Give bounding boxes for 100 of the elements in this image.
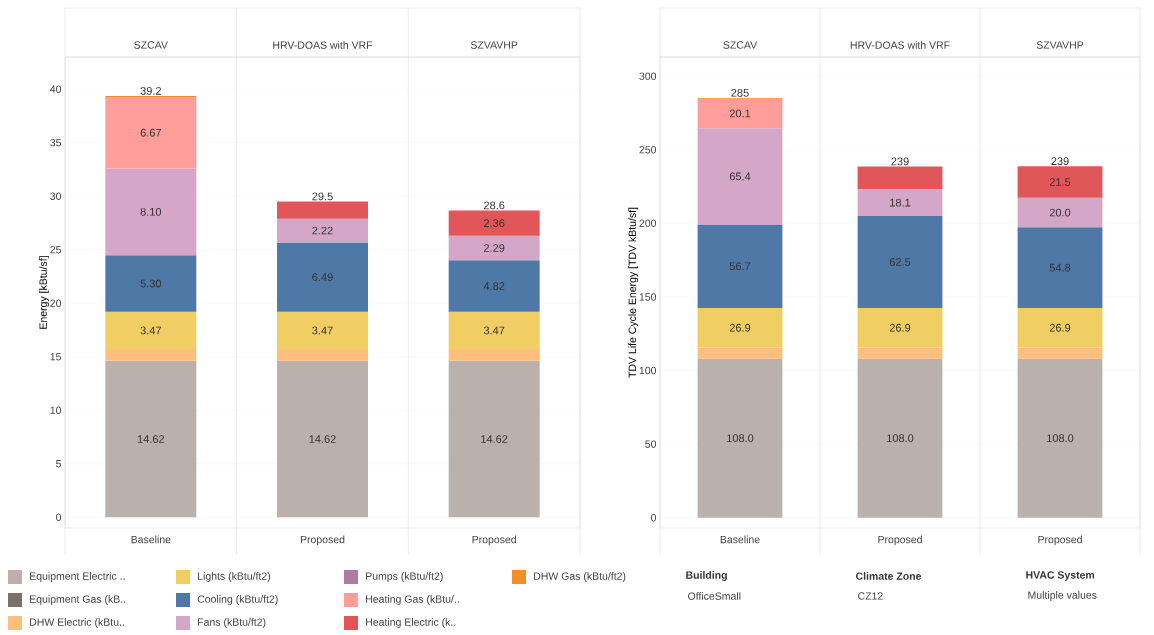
bar	[448, 311, 540, 350]
text: Building	[686, 571, 727, 581]
data-label: 3.47	[312, 326, 333, 335]
y-tick-label: 150	[639, 293, 657, 301]
bar	[697, 307, 783, 348]
data-label: 56.7	[729, 262, 751, 271]
data-label: 2.36	[484, 219, 505, 228]
total-label: 239	[891, 157, 909, 166]
y-tick-label: 20	[50, 299, 62, 307]
data-label: 14.62	[309, 435, 336, 443]
y-axis-title: Energy [kBtu/sf]	[39, 256, 49, 329]
bar	[448, 260, 540, 312]
bar	[105, 168, 197, 256]
bar	[105, 349, 197, 361]
bar	[105, 255, 197, 312]
bar	[697, 224, 783, 308]
y-tick-label: 0	[651, 513, 657, 522]
legend-label: Heating Gas (kBtu/..	[366, 595, 459, 605]
bar	[857, 347, 943, 359]
total-label: 29.5	[312, 192, 333, 201]
text: HVAC System	[1026, 571, 1095, 581]
x-tick-label: Proposed	[300, 535, 345, 546]
text: Climate Zone	[855, 572, 922, 580]
total-label: 39.2	[140, 86, 161, 95]
data-label: 6.67	[140, 128, 161, 137]
legend-label: DHW Electric (kBtu..	[30, 618, 124, 628]
data-label: 4.82	[483, 282, 505, 290]
bar	[857, 215, 943, 308]
bar	[448, 360, 540, 518]
data-label: 108.0	[727, 434, 754, 443]
bar	[105, 311, 197, 350]
bar	[448, 235, 540, 261]
data-label: 6.49	[312, 273, 333, 282]
legend-label: Equipment Gas (kB..	[30, 595, 126, 605]
bar	[277, 242, 368, 312]
bar	[105, 97, 197, 169]
x-tick-label: Proposed	[472, 535, 516, 546]
data-label: 54.8	[1049, 263, 1071, 272]
x-tick-label: Baseline	[131, 535, 171, 544]
y-tick-label: 10	[50, 406, 62, 414]
data-label: 20.0	[1049, 208, 1071, 217]
data-label: 20.1	[729, 109, 751, 118]
text: SZVAVHP	[1036, 41, 1084, 49]
total-label: 285	[731, 88, 749, 97]
data-label: 62.5	[889, 258, 911, 266]
x-tick-label: Proposed	[878, 535, 922, 546]
total-label: 239	[1051, 157, 1069, 166]
legend-label: Cooling (kBtu/ft2)	[197, 595, 278, 605]
text: Multiple values	[1028, 591, 1097, 601]
total-label: 28.6	[484, 201, 505, 210]
legend-label: DHW Gas (kBtu/ft2)	[534, 572, 626, 582]
bar	[697, 358, 783, 518]
bar	[1017, 197, 1103, 228]
data-label: 26.9	[889, 323, 911, 332]
data-label: 26.9	[1049, 323, 1071, 332]
y-tick-label: 35	[50, 138, 62, 147]
y-tick-label: 15	[50, 353, 62, 361]
y-tick-label: 40	[50, 85, 62, 93]
data-label: 3.47	[140, 326, 161, 335]
bar	[277, 201, 368, 219]
legend-label: Lights (kBtu/ft2)	[198, 572, 271, 582]
bar	[448, 210, 540, 236]
data-label: 21.5	[1049, 178, 1071, 186]
bar	[857, 166, 943, 190]
data-label: 108.0	[887, 434, 914, 443]
bar	[1017, 358, 1103, 518]
text: SZCAV	[723, 41, 758, 49]
data-label: 18.1	[890, 198, 911, 207]
data-label: 65.4	[729, 172, 751, 181]
text: HRV-DOAS with VRF	[273, 41, 373, 49]
bar	[857, 307, 943, 348]
data-label: 14.62	[481, 435, 508, 443]
x-tick-label: Proposed	[1038, 535, 1082, 546]
bar	[857, 189, 943, 216]
data-label: 3.47	[483, 326, 505, 335]
legend-label: Fans (kBtu/ft2)	[198, 618, 266, 628]
legend-label: Pumps (kBtu/ft2)	[366, 572, 443, 582]
data-label: 5.30	[140, 279, 162, 288]
text: SZVAVHP	[470, 41, 518, 49]
y-tick-label: 5	[56, 460, 62, 468]
data-label: 2.29	[484, 244, 505, 252]
bar	[277, 218, 368, 243]
y-tick-label: 100	[639, 366, 657, 375]
y-tick-label: 50	[645, 440, 657, 448]
data-label: 26.9	[729, 323, 751, 332]
legend-label: Equipment Electric ..	[30, 572, 125, 582]
text: HRV-DOAS with VRF	[850, 41, 950, 49]
bar	[697, 128, 783, 225]
y-tick-label: 250	[639, 146, 657, 154]
y-axis-title: TDV Life Cycle Energy [TDV kBtu/sf]	[628, 207, 639, 378]
bar	[857, 358, 943, 518]
bar	[277, 349, 368, 361]
y-tick-label: 25	[50, 245, 62, 254]
data-label: 108.0	[1047, 434, 1074, 443]
y-tick-label: 0	[56, 513, 62, 522]
bar	[448, 349, 540, 361]
data-label: 14.62	[137, 435, 165, 443]
text: OfficeSmall	[688, 592, 741, 600]
data-label: 2.22	[312, 226, 333, 235]
x-tick-label: Baseline	[720, 535, 760, 544]
